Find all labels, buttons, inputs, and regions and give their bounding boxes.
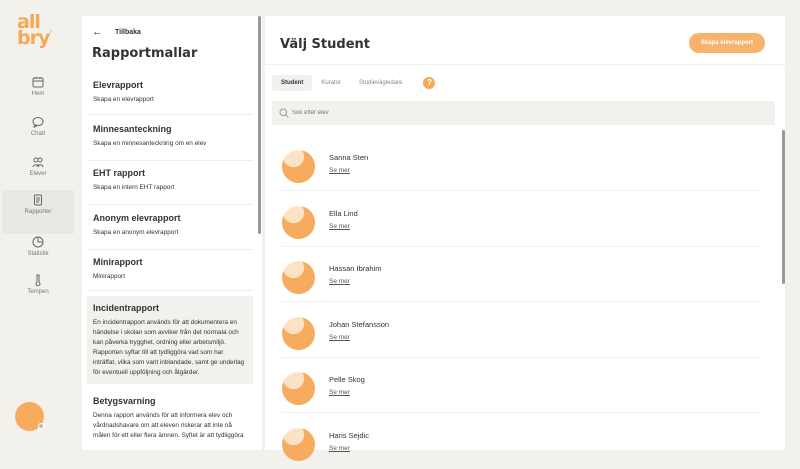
nav-item-rapporter[interactable]: Rapporter: [2, 190, 74, 234]
back-button[interactable]: ← Tillbaka: [92, 26, 141, 38]
nav-item-chatt[interactable]: Chatt: [2, 112, 74, 156]
student-avatar: [282, 316, 315, 350]
nav-item-elever[interactable]: Elever: [2, 152, 74, 196]
tab-student[interactable]: Student: [272, 75, 313, 91]
student-row[interactable]: Haris Sejdic Se mer: [282, 414, 760, 469]
nav-label: Elever: [29, 171, 47, 177]
pie-chart-icon: [32, 236, 44, 248]
sidebar-nav: all bry › Hem Chatt Elever Rapporter Stat…: [0, 0, 76, 450]
nav-item-tempen[interactable]: Tempen: [2, 270, 74, 314]
panel-scrollbar[interactable]: [258, 16, 261, 234]
student-row[interactable]: Johan Stefansson Se mer: [282, 303, 760, 358]
student-row[interactable]: Pelle Skog Se mer: [282, 358, 760, 413]
templates-panel: ← Tillbaka Rapportmallar Elevrapport Skapa…: [82, 16, 262, 450]
template-desc: Minirapport: [93, 273, 125, 280]
status-indicator: [38, 423, 44, 429]
student-name: Hassan Ibrahim: [329, 264, 382, 273]
nav-item-statistik[interactable]: Statistik: [2, 232, 74, 276]
template-desc: Skapa en anonym elevrapport: [93, 229, 179, 236]
template-desc: Skapa en intern EHT rapport: [93, 184, 175, 191]
student-avatar: [282, 150, 315, 183]
nav-label: Tempen: [27, 289, 49, 295]
template-desc: Skapa en elevrapport: [93, 96, 154, 103]
see-more-link[interactable]: Se mer: [329, 222, 350, 230]
see-more-link[interactable]: Se mer: [329, 167, 350, 174]
search-icon: [279, 108, 289, 118]
main-content: Välj Student Skapa elevrapport Student K…: [265, 16, 785, 469]
see-more-link[interactable]: Se mer: [329, 278, 350, 285]
template-item[interactable]: Elevrapport Skapa en elevrapport: [87, 80, 253, 115]
create-report-button[interactable]: Skapa elevrapport: [689, 33, 765, 53]
student-row[interactable]: Sanna Sten Se mer: [282, 136, 760, 191]
help-icon[interactable]: ?: [423, 77, 436, 89]
nav-label: Chatt: [30, 131, 46, 137]
nav-label: Statistik: [27, 251, 49, 257]
template-item-selected[interactable]: Incidentrapport En incidentrapport använd…: [87, 296, 253, 384]
student-row[interactable]: Ella Lind Se mer: [282, 192, 760, 247]
template-item[interactable]: Anonym elevrapport Skapa en anonym elevra…: [87, 213, 253, 250]
template-title: Elevrapport: [93, 80, 144, 90]
template-title: Incidentrapport: [93, 303, 160, 313]
student-name: Sanna Sten: [329, 153, 369, 162]
page-title: Välj Student: [280, 37, 370, 52]
nav-label: Rapporter: [24, 209, 52, 215]
search-bar: [272, 101, 775, 125]
template-item[interactable]: Betygsvarning Denna rapport används för a…: [87, 396, 253, 450]
panel-title: Rapportmallar: [92, 46, 198, 61]
template-item[interactable]: Minnesanteckning Skapa en minnesantecknin…: [87, 124, 253, 161]
template-item[interactable]: EHT rapport Skapa en intern EHT rapport: [87, 168, 253, 205]
student-name: Haris Sejdic: [329, 430, 370, 440]
report-icon: [34, 194, 42, 206]
back-label: Tillbaka: [115, 28, 141, 36]
see-more-link[interactable]: Se mer: [329, 333, 350, 341]
tab-kurator[interactable]: Kurator: [321, 80, 342, 86]
tab-studievagledare[interactable]: Studievägledare: [359, 80, 403, 86]
logo: all bry: [17, 11, 50, 49]
template-title: Minnesanteckning: [93, 124, 172, 134]
template-item[interactable]: Minirapport Minirapport: [87, 257, 253, 291]
student-avatar: [282, 427, 315, 461]
chat-icon: [32, 117, 44, 128]
student-name: Ella Lind: [329, 208, 358, 218]
template-desc: En incidentrapport används för att dokum…: [93, 319, 245, 376]
nav-label: Hem: [31, 91, 45, 97]
student-avatar: [282, 372, 315, 405]
template-title: EHT rapport: [93, 168, 146, 178]
see-more-link[interactable]: Se mer: [329, 389, 350, 396]
template-title: Betygsvarning: [93, 396, 156, 406]
calendar-icon: [32, 77, 44, 88]
search-input[interactable]: [292, 110, 492, 116]
student-name: Johan Stefansson: [329, 319, 390, 329]
role-tabs: Student Kurator Studievägledare ?: [272, 75, 436, 91]
template-title: Minirapport: [93, 257, 143, 267]
chevron-right-icon[interactable]: ›: [49, 26, 52, 36]
student-avatar: [282, 205, 315, 239]
template-desc: Skapa en minnesanteckning om en elev: [93, 140, 207, 147]
see-more-link[interactable]: Se mer: [329, 444, 350, 452]
student-avatar: [282, 261, 315, 294]
thermometer-icon: [35, 274, 41, 286]
users-icon: [32, 157, 44, 168]
template-title: Anonym elevrapport: [93, 213, 181, 223]
template-desc: Denna rapport används för att informera …: [93, 412, 244, 439]
student-row[interactable]: Hassan Ibrahim Se mer: [282, 247, 760, 302]
arrow-left-icon: ←: [92, 26, 103, 38]
divider: [265, 64, 785, 65]
student-name: Pelle Skog: [329, 375, 365, 384]
nav-item-hem[interactable]: Hem: [2, 72, 74, 116]
list-scrollbar[interactable]: [782, 130, 785, 284]
